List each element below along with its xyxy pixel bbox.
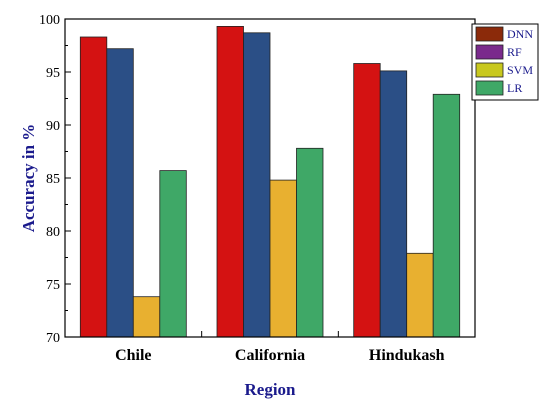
bar-svm-california [269, 179, 297, 338]
legend-swatch-lr [475, 80, 504, 96]
bar-dnn-california [216, 25, 244, 338]
x-axis-title: Region [245, 380, 297, 399]
bar-svm-hindukash [406, 252, 434, 338]
bar-rf-california [243, 32, 271, 338]
bar-dnn-hindukash [353, 63, 381, 338]
bar-rf-chile [106, 48, 134, 338]
legend: DNN RF SVM LR [471, 23, 539, 101]
bar-svm-chile [132, 296, 161, 338]
bar-lr-california [296, 147, 324, 338]
y-tick-label: 100 [39, 13, 60, 28]
bars-layer [79, 25, 461, 338]
legend-label-svm: SVM [507, 63, 533, 77]
legend-label-dnn: DNN [507, 27, 533, 41]
x-tick-label: California [235, 347, 305, 364]
x-tick-label: Hindukash [369, 347, 445, 364]
y-tick-label: 80 [46, 225, 60, 240]
bar-lr-hindukash [432, 93, 461, 338]
y-tick-label: 70 [46, 331, 60, 346]
y-tick-label: 95 [46, 66, 60, 81]
legend-swatch-rf [475, 44, 504, 60]
legend-label-rf: RF [507, 45, 522, 59]
y-axis-title: Accuracy in % [19, 124, 38, 233]
y-tick-label: 75 [46, 278, 60, 293]
legend-swatch-dnn [475, 26, 504, 42]
axes-layer: Chile California Hindukash 70 75 80 85 90 95 100 [39, 13, 476, 364]
legend-swatch-svm [475, 62, 504, 78]
x-tick-label: Chile [115, 347, 151, 364]
bar-lr-chile [159, 170, 187, 338]
y-tick-label: 90 [46, 119, 60, 134]
legend-label-lr: LR [507, 81, 522, 95]
bar-dnn-chile [79, 36, 108, 338]
bar-rf-hindukash [379, 70, 408, 338]
y-tick-label: 85 [46, 172, 60, 187]
